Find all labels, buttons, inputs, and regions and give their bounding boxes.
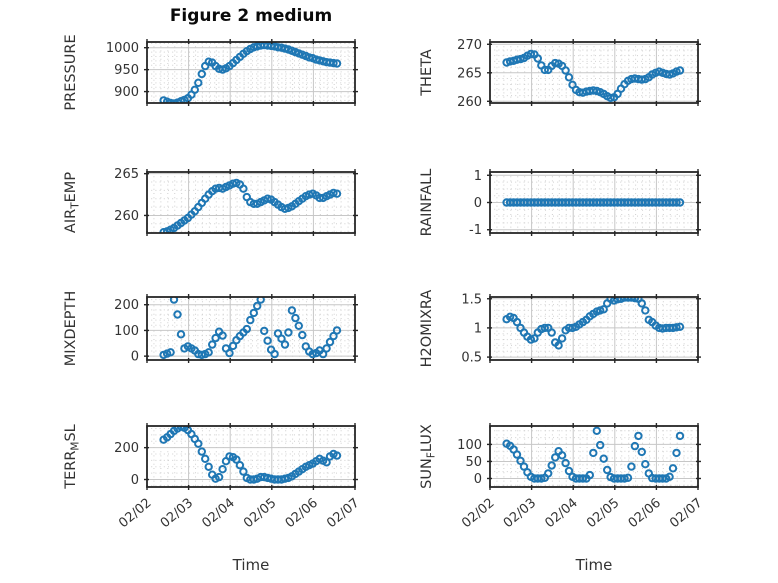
major-grid — [147, 42, 355, 103]
x-tick-label: 02/03 — [158, 496, 196, 532]
axes-box — [146, 171, 356, 234]
y-tick-label: 270 — [457, 38, 482, 53]
axes-box — [146, 41, 356, 104]
data-points — [502, 198, 685, 207]
y-tick-label: 0 — [131, 350, 139, 365]
y-tick-label: 50 — [465, 455, 482, 470]
y-tick-label: 265 — [114, 167, 139, 182]
y-tick-label: 265 — [457, 66, 482, 81]
y-tick-label: 200 — [114, 441, 139, 456]
subplot-rainfall: -1 0 1 RAINFALL — [419, 169, 701, 238]
tick-marks — [487, 39, 701, 106]
subplot-mixdepth: 0 100 200 MIXDEPTH — [63, 291, 358, 367]
y-tick-label: 1 — [474, 169, 482, 184]
x-tick-label: 02/05 — [241, 496, 279, 532]
y-axis-label: SUNFLUX — [419, 424, 438, 489]
x-tick-label: 02/07 — [324, 496, 362, 532]
tick-marks — [144, 169, 358, 236]
subplot-terr_msl: 0 200 TERRMSL 02/02 02/03 02/04 02/05 02/06 02/0… — [63, 423, 363, 574]
y-tick-label: 0.5 — [461, 351, 482, 366]
tick-marks — [144, 294, 358, 363]
axes-box — [146, 296, 356, 361]
y-axis-label: MIXDEPTH — [63, 291, 79, 367]
tick-marks — [487, 423, 701, 490]
axes-box — [489, 425, 699, 488]
x-tick-label: 02/02 — [459, 496, 497, 532]
y-tick-label: 260 — [457, 95, 482, 110]
tick-marks — [487, 294, 701, 363]
tick-marks — [144, 423, 358, 490]
data-points — [502, 426, 685, 483]
y-tick-label: 950 — [114, 63, 139, 78]
tick-marks — [144, 39, 358, 106]
subplot-air_temp: 260 265 AIRTEMP — [63, 167, 358, 236]
y-tick-label: 0 — [474, 472, 482, 487]
subplot-h2omixra: 0.5 1 1.5 H2OMIXRA — [419, 290, 701, 368]
x-tick-label: 02/04 — [542, 496, 580, 532]
axes-box — [146, 425, 356, 488]
data-points — [502, 49, 685, 103]
x-tick-label: 02/05 — [584, 496, 622, 532]
y-axis-label: H2OMIXRA — [419, 290, 435, 368]
y-tick-label: 900 — [114, 85, 139, 100]
subplot-sun_flux: 0 50 100 SUNFLUX 02/02 02/03 02/04 02/05 02/06 02… — [419, 423, 706, 574]
data-points — [159, 425, 342, 484]
y-tick-label: 260 — [114, 209, 139, 224]
x-axis-label: Time — [575, 556, 613, 574]
y-axis-label: PRESSURE — [63, 34, 79, 110]
y-tick-label: 200 — [114, 298, 139, 313]
subplot-pressure: 900 950 1000 PRESSURE — [63, 34, 358, 111]
y-tick-label: -1 — [469, 223, 482, 238]
minor-grid — [147, 42, 355, 103]
y-tick-label: 100 — [114, 324, 139, 339]
y-tick-label: 100 — [457, 438, 482, 453]
data-points — [159, 296, 342, 360]
y-axis-label: THETA — [419, 49, 435, 97]
x-tick-label: 02/06 — [626, 496, 664, 532]
x-axis-label: Time — [232, 556, 270, 574]
y-tick-label: 1.5 — [461, 292, 482, 307]
figure-title: Figure 2 medium — [169, 6, 333, 26]
x-tick-label: 02/02 — [116, 496, 154, 532]
x-tick-label: 02/07 — [667, 496, 705, 532]
y-axis-label: AIRTEMP — [63, 172, 82, 233]
y-tick-label: 0 — [474, 196, 482, 211]
x-tick-label: 02/06 — [283, 496, 321, 532]
subplot-theta: 260 265 270 THETA — [419, 38, 701, 110]
x-tick-label: 02/04 — [199, 496, 237, 532]
x-tick-label: 02/03 — [501, 496, 539, 532]
y-tick-label: 1000 — [106, 41, 139, 56]
y-axis-label: TERRMSL — [63, 424, 82, 490]
y-tick-label: 1 — [474, 321, 482, 336]
data-points — [159, 178, 342, 234]
y-axis-label: RAINFALL — [419, 169, 435, 237]
tick-marks — [487, 169, 701, 236]
minor-grid — [490, 172, 698, 233]
y-tick-label: 0 — [131, 473, 139, 488]
